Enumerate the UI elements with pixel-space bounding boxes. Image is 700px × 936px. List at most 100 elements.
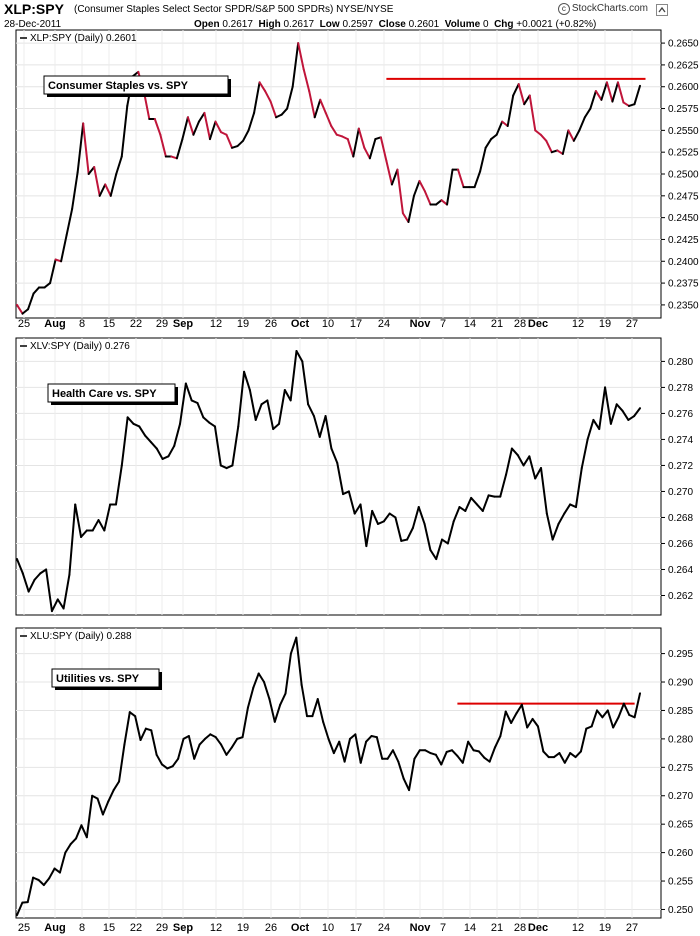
y-tick-label: 0.260	[668, 848, 693, 859]
series-segment	[617, 702, 625, 719]
low-value: 0.2597	[342, 19, 374, 30]
series-segment	[531, 717, 539, 728]
series-segment	[62, 573, 71, 610]
series-segment	[627, 415, 636, 421]
series-segment	[27, 578, 36, 593]
series-segment	[578, 116, 586, 132]
series-segment	[26, 876, 35, 904]
x-tick-label: 26	[265, 922, 277, 934]
series-segment	[264, 90, 272, 103]
series-segment	[435, 538, 444, 561]
x-tick-label: 26	[265, 318, 277, 330]
series-segment	[574, 467, 583, 509]
y-tick-label: 0.2425	[668, 235, 699, 246]
series-segment	[388, 512, 397, 519]
x-tick-label: 25	[18, 318, 30, 330]
series-segment	[134, 715, 142, 742]
series-segment	[483, 756, 491, 763]
series-segment	[109, 173, 118, 197]
y-tick-label: 0.2650	[668, 39, 699, 50]
series-segment	[283, 389, 292, 402]
series-segment	[609, 403, 618, 425]
series-segment	[341, 135, 349, 141]
series-segment	[542, 750, 550, 759]
series-segment	[338, 740, 346, 763]
series-segment	[605, 81, 614, 103]
legend-label: XLV:SPY (Daily) 0.276	[30, 341, 130, 352]
series-segment	[510, 712, 518, 724]
series-segment	[269, 100, 278, 119]
quote-date: 28-Dec-2011	[4, 19, 62, 30]
series-segment	[520, 703, 529, 729]
series-segment	[572, 129, 581, 142]
series-segment	[243, 370, 251, 392]
series-segment	[202, 416, 211, 424]
series-segment	[545, 139, 553, 154]
series-segment	[561, 129, 570, 155]
chevron-up-icon[interactable]	[656, 4, 668, 16]
y-tick-label: 0.276	[668, 409, 693, 420]
series-segment	[391, 749, 400, 763]
series-segment	[536, 725, 545, 753]
series-segment	[139, 727, 147, 742]
y-tick-label: 0.285	[668, 706, 693, 717]
series-segment	[257, 672, 266, 684]
x-tick-label: Sep	[173, 922, 193, 934]
series-segment	[87, 166, 96, 175]
series-segment	[33, 572, 42, 581]
series-segment	[71, 171, 79, 210]
series-segment	[580, 438, 589, 470]
x-tick-label: 29	[156, 922, 168, 934]
series-segment	[60, 234, 68, 263]
x-tick-label: Sep	[173, 318, 193, 330]
series-segment	[330, 125, 338, 136]
series-segment	[247, 111, 256, 132]
series-segment	[488, 746, 496, 763]
series-segment	[173, 422, 182, 447]
x-tick-label: Oct	[291, 318, 310, 330]
x-tick-label: Aug	[44, 922, 65, 934]
series-segment	[196, 402, 205, 419]
x-tick-label: 7	[440, 318, 446, 330]
series-segment	[48, 867, 56, 880]
series-segment	[440, 199, 449, 206]
series-segment	[184, 382, 193, 402]
y-tick-label: 0.250	[668, 905, 693, 916]
series-segment	[75, 824, 83, 840]
y-tick-label: 0.2525	[668, 148, 699, 159]
y-tick-label: 0.272	[668, 461, 693, 472]
series-segment	[534, 129, 542, 136]
series-segment	[557, 512, 566, 525]
series-segment	[161, 763, 169, 770]
annotation-label: Health Care vs. SPY	[52, 388, 157, 400]
series-segment	[352, 127, 360, 158]
annotation-box	[43, 75, 229, 95]
series-segment	[382, 512, 391, 523]
series-segment	[386, 749, 394, 760]
series-segment	[556, 149, 564, 155]
x-tick-label: 19	[599, 922, 611, 934]
series-segment	[569, 503, 577, 509]
x-tick-label: 27	[626, 318, 638, 330]
x-tick-label: 19	[599, 318, 611, 330]
series-segment	[307, 403, 315, 418]
series-segment	[209, 733, 217, 739]
series-segment	[236, 139, 245, 148]
series-segment	[149, 441, 158, 450]
x-tick-label: 19	[237, 922, 249, 934]
series-segment	[161, 455, 170, 460]
series-segment	[214, 736, 223, 746]
series-segment	[327, 737, 335, 755]
series-segment	[510, 447, 519, 457]
series-segment	[53, 867, 61, 874]
brand-name: StockCharts.com	[571, 3, 648, 14]
series-segment	[103, 503, 112, 532]
x-tick-label: Oct	[291, 922, 310, 934]
x-tick-label: 10	[322, 318, 334, 330]
series-segment	[76, 122, 85, 174]
series-segment	[385, 159, 393, 186]
series-segment	[91, 519, 100, 532]
series-segment	[231, 425, 240, 467]
y-tick-label: 0.262	[668, 591, 693, 602]
